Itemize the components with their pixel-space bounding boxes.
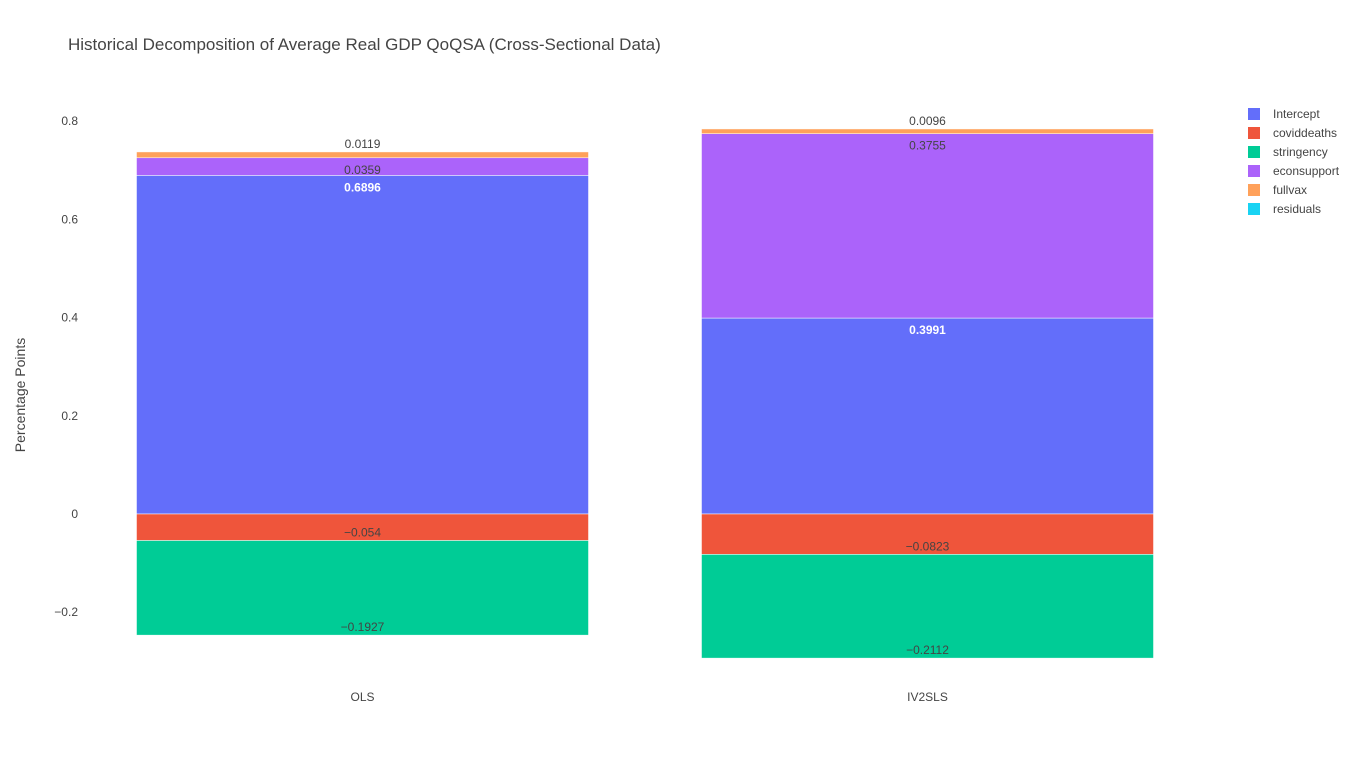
data-label: 0.0096 (909, 114, 946, 128)
data-label: 0.0359 (344, 163, 381, 177)
y-axis-title: Percentage Points (12, 338, 28, 452)
legend-label: residuals (1273, 202, 1321, 216)
bar-segment-stringency[interactable] (701, 554, 1154, 659)
legend-label: Intercept (1273, 107, 1320, 121)
legend-swatch (1248, 203, 1260, 215)
bar-segment-intercept[interactable] (136, 175, 589, 515)
legend-swatch (1248, 146, 1260, 158)
data-label: −0.2112 (906, 643, 949, 657)
legend-label: fullvax (1273, 183, 1307, 197)
legend[interactable]: Intercept coviddeaths stringency econsuppor… (1248, 107, 1340, 216)
legend-item-econsupport[interactable]: econsupport (1248, 164, 1340, 178)
data-label: 0.6896 (344, 180, 381, 194)
data-label: 0.3755 (909, 139, 946, 153)
bar-segment-stringency[interactable] (136, 540, 589, 636)
legend-swatch (1248, 127, 1260, 139)
y-axis: −0.2 0 0.2 0.4 0.6 0.8 (54, 114, 78, 619)
data-label: −0.0823 (906, 539, 950, 553)
legend-swatch (1248, 165, 1260, 177)
data-label: −0.054 (344, 526, 381, 540)
y-tick-label: 0.4 (61, 311, 78, 325)
bar-segment-coviddeaths[interactable] (701, 513, 1154, 555)
data-label: 0.3991 (909, 323, 946, 337)
data-label: −0.1927 (341, 620, 385, 634)
bar-segment-coviddeaths[interactable] (136, 513, 589, 541)
legend-item-intercept[interactable]: Intercept (1248, 107, 1320, 121)
legend-item-coviddeaths[interactable]: coviddeaths (1248, 126, 1337, 140)
data-labels: 0.6896 −0.054 −0.1927 0.0359 0.0119 0.3991 −0.… (341, 114, 950, 657)
y-tick-label: −0.2 (54, 605, 78, 619)
legend-item-residuals[interactable]: residuals (1248, 202, 1321, 216)
legend-label: coviddeaths (1273, 126, 1337, 140)
legend-item-fullvax[interactable]: fullvax (1248, 183, 1307, 197)
y-tick-label: 0.6 (61, 212, 78, 226)
y-tick-label: 0.8 (61, 114, 78, 128)
legend-swatch (1248, 108, 1260, 120)
data-label: 0.0119 (345, 137, 381, 151)
bar-segment-fullvax[interactable] (136, 151, 589, 159)
y-tick-label: 0 (71, 507, 78, 521)
x-tick-label: IV2SLS (907, 690, 948, 704)
legend-item-stringency[interactable]: stringency (1248, 145, 1328, 159)
chart-title: Historical Decomposition of Average Real… (68, 35, 661, 54)
legend-label: stringency (1273, 145, 1328, 159)
legend-swatch (1248, 184, 1260, 196)
bar-segment-intercept[interactable] (701, 317, 1154, 515)
x-axis: OLS IV2SLS (350, 690, 947, 704)
y-tick-label: 0.2 (61, 409, 78, 423)
legend-label: econsupport (1273, 164, 1340, 178)
bar-segment-econsupport[interactable] (701, 133, 1154, 319)
x-tick-label: OLS (350, 690, 374, 704)
bar-segment-fullvax[interactable] (701, 128, 1154, 134)
bars (136, 128, 1154, 659)
